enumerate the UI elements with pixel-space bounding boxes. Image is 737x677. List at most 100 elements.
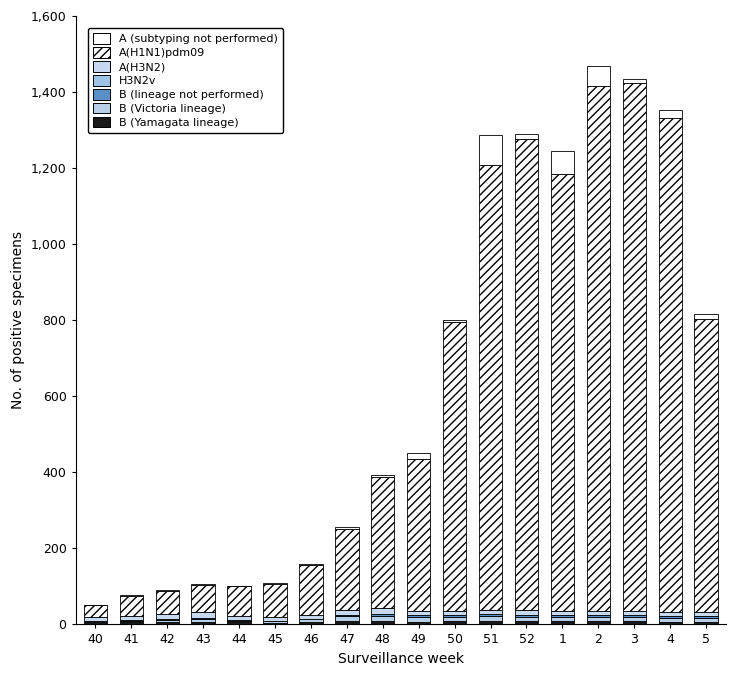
Bar [228, 616, 251, 619]
Bar [299, 564, 323, 565]
Bar [299, 619, 323, 622]
Bar [515, 615, 538, 617]
Bar [335, 529, 358, 610]
Bar [694, 621, 718, 624]
Bar [335, 527, 358, 529]
Bar [335, 616, 358, 621]
Bar [587, 615, 610, 617]
Y-axis label: No. of positive specimens: No. of positive specimens [11, 232, 25, 409]
Bar [371, 615, 394, 621]
Bar [659, 118, 682, 612]
Bar [263, 623, 287, 624]
Bar [299, 615, 323, 619]
Bar [192, 585, 214, 612]
Bar [299, 565, 323, 615]
Bar [587, 611, 610, 615]
Bar [156, 622, 179, 624]
Bar [694, 612, 718, 616]
Legend: A (subtyping not performed), A(H1N1)pdm09, A(H3N2), H3N2v, B (lineage not perfor: A (subtyping not performed), A(H1N1)pdm0… [88, 28, 283, 133]
Bar [228, 586, 251, 616]
Bar [119, 595, 143, 596]
Bar [119, 621, 143, 622]
Bar [515, 617, 538, 621]
Bar [192, 621, 214, 624]
Bar [623, 79, 646, 83]
Bar [587, 87, 610, 611]
Bar [623, 621, 646, 624]
Bar [443, 621, 467, 624]
Bar [551, 617, 574, 621]
Bar [659, 612, 682, 616]
Bar [371, 477, 394, 608]
Bar [587, 66, 610, 87]
Bar [443, 611, 467, 615]
Bar [659, 110, 682, 118]
Bar [156, 615, 179, 619]
Bar [443, 615, 467, 617]
Bar [587, 621, 610, 624]
Bar [371, 475, 394, 477]
Bar [407, 615, 430, 617]
Bar [156, 591, 179, 615]
Bar [371, 613, 394, 615]
Bar [479, 135, 502, 165]
Bar [156, 590, 179, 591]
Bar [84, 605, 107, 617]
Bar [587, 617, 610, 621]
Bar [551, 611, 574, 615]
Bar [479, 165, 502, 610]
Bar [299, 622, 323, 624]
Bar [443, 320, 467, 322]
Bar [694, 616, 718, 618]
Bar [335, 615, 358, 616]
Bar [623, 83, 646, 611]
Bar [515, 621, 538, 624]
Bar [119, 596, 143, 616]
Bar [228, 621, 251, 622]
Bar [479, 613, 502, 615]
Bar [119, 619, 143, 621]
Bar [551, 615, 574, 617]
Bar [515, 134, 538, 139]
Bar [443, 322, 467, 611]
Bar [263, 584, 287, 617]
Bar [623, 615, 646, 617]
Bar [156, 619, 179, 622]
Bar [407, 611, 430, 615]
Bar [407, 617, 430, 621]
Bar [119, 616, 143, 619]
Bar [623, 611, 646, 615]
Bar [659, 621, 682, 624]
Bar [371, 608, 394, 613]
Bar [263, 617, 287, 621]
Bar [515, 139, 538, 610]
Bar [694, 320, 718, 612]
Bar [407, 621, 430, 624]
Bar [479, 615, 502, 621]
Bar [192, 619, 214, 621]
Bar [84, 621, 107, 622]
Bar [694, 618, 718, 621]
Bar [551, 621, 574, 624]
Bar [84, 617, 107, 621]
Bar [623, 617, 646, 621]
Bar [694, 313, 718, 320]
Bar [659, 616, 682, 618]
Bar [192, 618, 214, 619]
Bar [371, 621, 394, 624]
Bar [443, 617, 467, 621]
Bar [192, 584, 214, 585]
Bar [479, 621, 502, 624]
Bar [335, 610, 358, 615]
Bar [228, 622, 251, 624]
Bar [659, 618, 682, 621]
Bar [551, 174, 574, 611]
Bar [335, 621, 358, 624]
Bar [84, 622, 107, 624]
Bar [407, 458, 430, 611]
Bar [551, 151, 574, 174]
X-axis label: Surveillance week: Surveillance week [338, 652, 464, 666]
Bar [515, 610, 538, 615]
Bar [479, 610, 502, 613]
Bar [119, 622, 143, 624]
